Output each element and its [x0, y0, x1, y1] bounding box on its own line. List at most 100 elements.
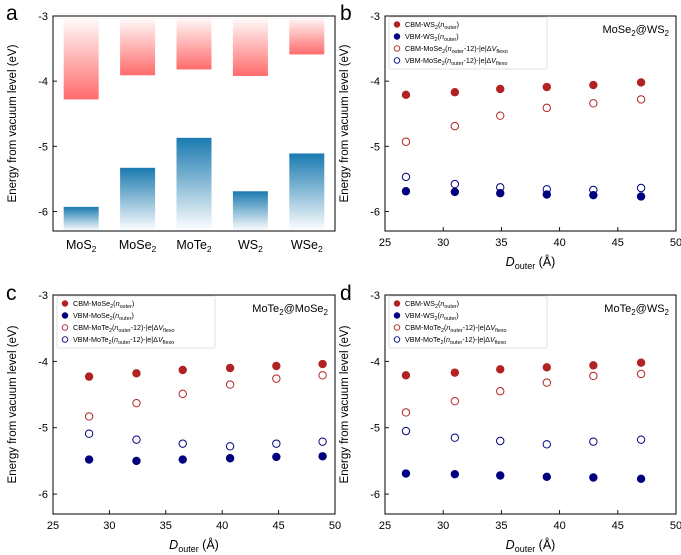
panel-a-vbm-bar [232, 191, 268, 231]
panel-d-ytick-label: -5 [370, 423, 380, 435]
panel-d-series1-point [496, 471, 505, 480]
panel-c-series0-point [132, 369, 141, 378]
panel-b-xtick-label: 35 [495, 237, 507, 249]
panel-d-annotation: MoTe2@WS2 [604, 303, 669, 317]
panel-d-legend-entry: CBM-WS2(nouter) [405, 299, 459, 310]
panel-b-ylabel: Energy from vacuum level (eV) [339, 44, 351, 202]
panel-b-series0-point [496, 84, 505, 94]
panel-b-series1-point [401, 187, 411, 196]
panel-c-series3-point [84, 429, 94, 438]
panel-d-group: d Energy from vacuum level (eV) -3 -4 -5 -6 25… [339, 282, 681, 554]
panel-b-group: b Energy from vacuum level (eV) -3 -4 -5 -6 25… [339, 2, 681, 271]
panel-d-legend-marker [393, 312, 401, 319]
panel-b-series0-point [589, 80, 598, 90]
panel-b-xtick-label: 25 [379, 237, 391, 249]
panel-c-legend-marker [61, 312, 69, 319]
panel-d-series2-point [450, 396, 460, 406]
panel-b-xtick-label: 50 [670, 237, 681, 249]
panel-c-series2-point [318, 371, 327, 380]
panel-b-series3-point [542, 185, 551, 194]
panel-d-xtick-label: 45 [612, 520, 624, 532]
panel-c-legend-marker [61, 324, 69, 331]
panel-c-xtick-label: 40 [216, 520, 228, 532]
panel-a-category-label: WSe2 [291, 238, 323, 254]
panel-b-xlabel: Douter (Å) [506, 254, 556, 271]
panel-a-ytick-label: -5 [38, 141, 48, 153]
panel-c-ytick-label: -6 [38, 489, 48, 501]
panel-d-ytick-label: -4 [370, 356, 380, 368]
panel-b-legend-marker [393, 45, 401, 52]
panel-c-series0-point [318, 359, 327, 369]
panel-a-cbm-bar [176, 16, 212, 70]
panel-c-series1-point [272, 452, 281, 462]
panel-b-xtick-label: 45 [612, 237, 624, 249]
panel-c-ytick-label: -4 [38, 356, 48, 368]
panel-b-series1-point [636, 192, 646, 201]
panel-d-series1-point [450, 469, 460, 479]
panel-c-ylabel: Energy from vacuum level (eV) [7, 325, 19, 483]
panel-c-label: c [6, 282, 17, 305]
panel-b-legend-marker [393, 21, 401, 28]
panel-c-xlabel: Douter (Å) [169, 537, 219, 554]
panel-d-series2-point [401, 408, 411, 417]
panel-d-series0-point [589, 361, 598, 370]
panel-d-label: d [340, 282, 352, 305]
panel-b-label: b [340, 2, 352, 25]
panel-d-series1-point [589, 473, 598, 482]
panel-a-vbm-bar [63, 206, 99, 231]
panel-c-legend-entry: VBM-MoSe2(nouter) [73, 311, 134, 322]
panel-b-series2-point [450, 121, 460, 131]
panel-b-series0-point [542, 82, 551, 92]
panel-b-ytick-label: -5 [370, 141, 380, 153]
panel-b-xtick-label: 40 [553, 237, 565, 249]
panel-c-frame [52, 294, 336, 515]
panel-d-xtick-label: 30 [437, 520, 449, 532]
panel-d-ytick-label: -3 [370, 290, 380, 302]
panel-b-ytick-label: -3 [370, 11, 380, 23]
panel-d-legend-marker [393, 300, 401, 307]
panel-a-category-label: MoS2 [66, 238, 97, 254]
panel-c-legend-entry: CBM-MoTe2(nouter-12)-|e|ΔVflexo [73, 323, 175, 334]
panel-d-legend-marker [393, 324, 401, 331]
panel-a-vbm-bar [176, 137, 212, 231]
panel-d-series3-point [589, 437, 598, 446]
panel-d-ylabel: Energy from vacuum level (eV) [339, 325, 351, 483]
panel-b-series3-point [496, 183, 505, 192]
panel-a-ytick-label: -3 [38, 11, 48, 23]
panel-d-xtick-label: 50 [670, 520, 681, 532]
panel-b-legend-entry: CBM-MoSe2(nouter-12)-|e|ΔVflexo [405, 44, 508, 55]
panel-d-xtick-label: 35 [495, 520, 507, 532]
panel-a-ylabel: Energy from vacuum level (eV) [7, 44, 19, 202]
panel-c-series0-point [272, 361, 281, 371]
panel-d-legend-entry: VBM-WS2(nouter) [405, 311, 459, 322]
panel-a-cbm-bar [63, 16, 99, 100]
panel-b-frame [384, 15, 677, 232]
panel-b-series1-point [450, 187, 460, 197]
panel-b-ytick-label: -6 [370, 206, 380, 218]
panel-c-series1-point [225, 454, 235, 463]
panel-d-legend-marker [393, 336, 401, 343]
panel-b-series3-point [450, 179, 460, 189]
panel-c-xtick-label: 50 [329, 520, 341, 532]
panel-d-series3-point [636, 435, 646, 444]
panel-c-series3-point [178, 439, 187, 448]
panel-c-series0-point [178, 365, 187, 375]
panel-a-category-label: MoSe2 [119, 238, 157, 254]
panel-c-ytick-label: -5 [38, 423, 48, 435]
panel-a-frame [52, 15, 336, 232]
panel-c-ytick-label: -3 [38, 290, 48, 302]
panel-a-category-label: MoTe2 [176, 238, 212, 254]
panel-b-legend-marker [393, 57, 401, 64]
panel-d-xtick-label: 25 [379, 520, 391, 532]
panel-a-vbm-bar [289, 153, 325, 231]
panel-d-series3-point [450, 433, 460, 442]
panel-c-series2-point [225, 380, 235, 389]
panel-d-series2-point [636, 369, 646, 379]
panel-d-frame [384, 294, 677, 515]
panel-a-cbm-bar [120, 16, 156, 76]
panel-c-series2-point [178, 389, 187, 399]
panel-d-series0-point [636, 358, 646, 367]
panel-d-series2-point [496, 387, 505, 396]
panel-d-series3-point [542, 440, 551, 449]
panel-c-series3-point [318, 437, 327, 446]
